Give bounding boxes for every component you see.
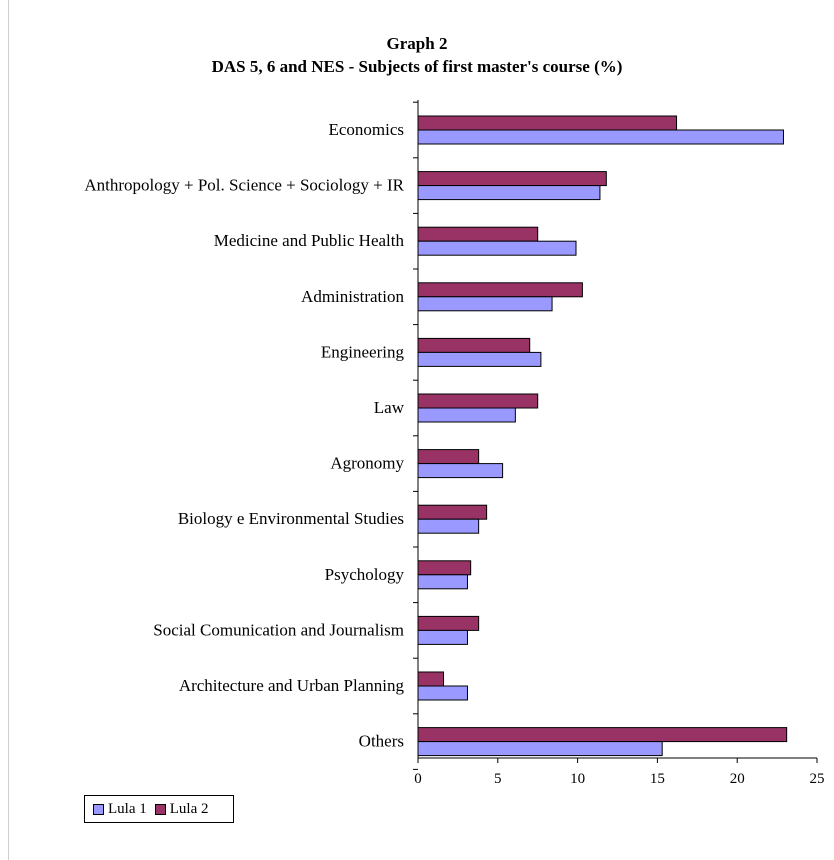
bar-lula-2 [417,115,678,131]
category-label: Architecture and Urban Planning [179,676,405,695]
legend-item-lula-2: Lula 2 [154,800,209,818]
bar-lula-1 [417,240,577,256]
bar-lula-1 [417,296,553,312]
bar-lula-2 [417,615,480,631]
bar-lula-1 [417,129,784,145]
x-tick-label: 25 [810,771,825,787]
category-label: Biology e Environmental Studies [178,509,404,528]
bar-lula-2 [417,449,480,465]
bar-lula-2 [417,282,583,298]
category-label: Agronomy [330,454,404,473]
legend-swatch-lula-1 [93,803,104,815]
bar-lula-1 [417,463,504,479]
category-label: Social Comunication and Journalism [153,620,404,639]
x-tick-label: 5 [494,771,502,787]
bar-lula-1 [417,185,601,201]
bar-lula-2 [417,560,472,576]
legend-item-lula-1: Lula 1 [93,801,147,818]
category-label: Anthropology + Pol. Science + Sociology … [84,176,404,195]
bar-lula-2 [417,671,445,687]
bar-lula-1 [417,407,516,423]
bar-lula-2 [417,504,488,520]
bar-lula-1 [417,685,468,701]
x-tick-label: 10 [570,771,585,787]
chart-title: Graph 2 [386,34,448,53]
bar-lula-2 [417,393,539,409]
x-tick-label: 15 [650,771,665,787]
category-label: Economics [328,120,404,139]
bar-lula-1 [417,574,468,590]
category-label: Psychology [325,565,405,584]
x-tick-label: 0 [414,771,422,787]
chart-legend: Lula 1 Lula 2 [84,795,234,823]
legend-swatch-lula-2 [154,803,166,815]
category-label: Engineering [321,342,405,361]
bar-lula-1 [417,518,480,534]
legend-label-lula-2: Lula 2 [169,800,209,817]
bar-lula-2 [417,171,607,187]
bar-lula-2 [417,337,531,353]
bar-lula-2 [417,727,788,743]
category-label: Administration [301,287,404,306]
legend-label-lula-1: Lula 1 [108,800,147,817]
category-label: Others [359,732,404,751]
bar-lula-2 [417,226,539,242]
category-label: Law [374,398,405,417]
bar-lula-1 [417,629,468,645]
left-border-line [8,0,9,860]
bar-lula-1 [417,741,663,757]
category-label: Medicine and Public Health [214,231,405,250]
bar-lula-1 [417,351,542,367]
x-tick-label: 20 [730,771,745,787]
chart-subtitle: DAS 5, 6 and NES - Subjects of first mas… [211,57,623,76]
